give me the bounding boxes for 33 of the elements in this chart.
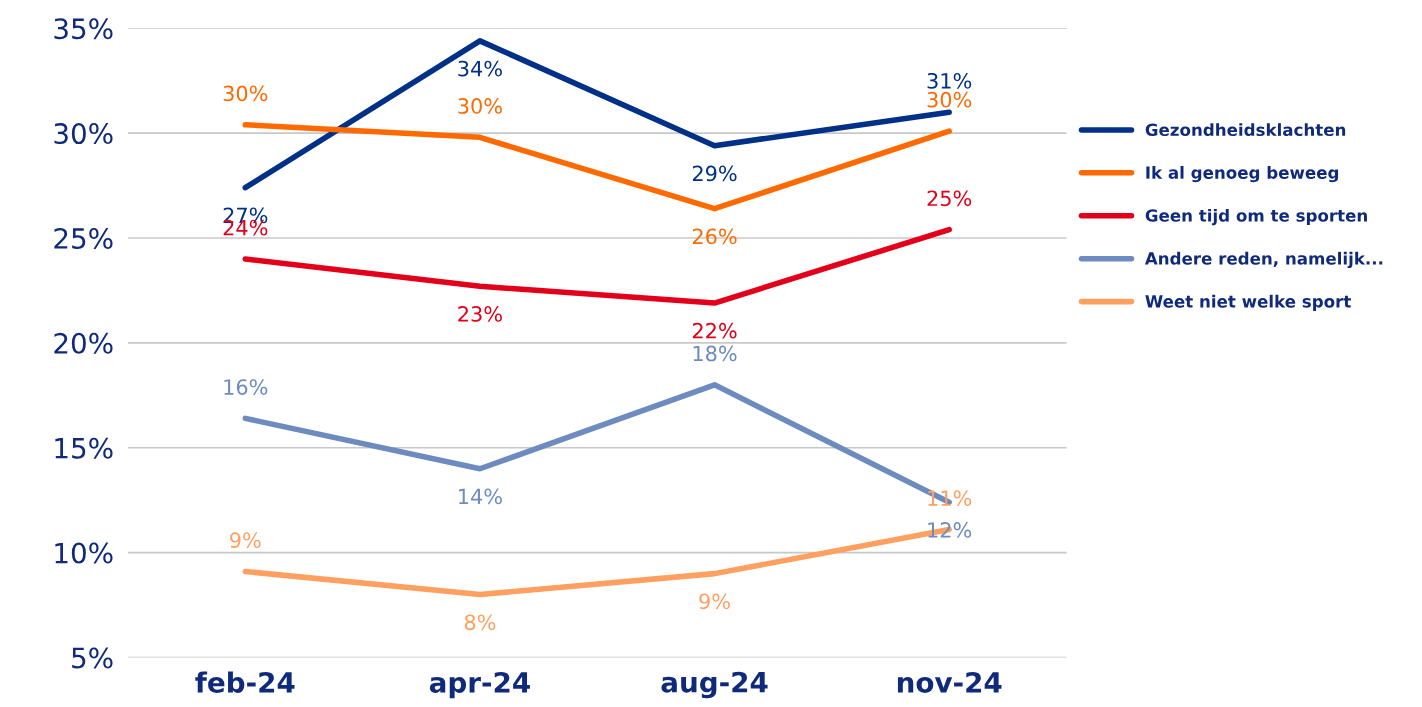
data-label: 16% [224, 379, 268, 395]
y-tick-label: 15% [55, 437, 113, 459]
legend-label: Geen tijd om te sporten [1145, 208, 1367, 226]
x-tick-label: nov-24 [897, 671, 1002, 693]
data-label: 31% [927, 72, 972, 89]
y-tick-label: 5% [72, 647, 113, 669]
data-label: 8% [464, 614, 496, 631]
x-tick-label: feb-24 [195, 671, 295, 693]
y-tick-label: 20% [54, 332, 113, 354]
data-label: 12% [928, 522, 972, 538]
data-label: 22% [692, 322, 737, 339]
data-label: 9% [699, 593, 730, 610]
data-label: 26% [692, 228, 737, 245]
data-label: 34% [458, 60, 502, 77]
y-tick-label: 10% [55, 542, 113, 564]
data-label: 23% [458, 306, 502, 322]
y-tick-label: 30% [54, 123, 113, 145]
data-label: 18% [693, 345, 737, 362]
data-label: 25% [927, 190, 972, 207]
legend-label: Weet niet welke sport [1145, 294, 1351, 311]
data-label: 29% [692, 165, 737, 182]
y-tick-label: 35% [54, 18, 113, 40]
data-label: 30% [223, 85, 268, 102]
data-label: 30% [927, 91, 972, 108]
x-tick-label: apr-24 [429, 671, 530, 699]
legend-label: Andere reden, namelijk... [1144, 251, 1383, 269]
x-tick-label: aug-24 [661, 671, 768, 699]
legend-label: Ik al genoeg beweeg [1146, 165, 1339, 183]
data-label: 14% [459, 488, 502, 505]
data-label: 30% [458, 98, 502, 114]
data-label: 9% [230, 532, 261, 549]
y-tick-label: 25% [54, 227, 113, 249]
legend-label: Gezondheidsklachten [1145, 123, 1346, 137]
